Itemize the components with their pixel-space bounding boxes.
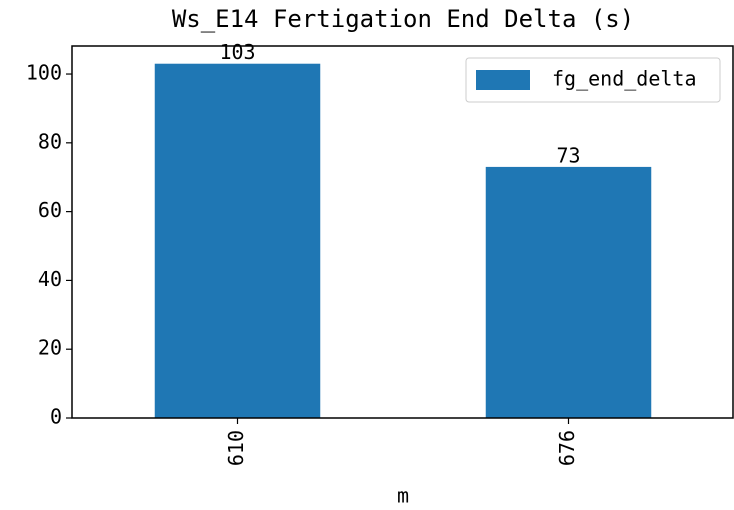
x-axis-label: m: [397, 484, 409, 508]
y-tick-label: 40: [38, 267, 62, 291]
bar: [154, 63, 321, 418]
data-label: 103: [219, 40, 255, 64]
x-tick-label: 610: [224, 430, 248, 466]
legend-label: fg_end_delta: [552, 67, 697, 91]
data-label: 73: [556, 143, 580, 167]
y-tick-label: 80: [38, 129, 62, 153]
y-tick-label: 0: [50, 405, 62, 429]
chart-title: Ws_E14 Fertigation End Delta (s): [172, 5, 634, 33]
x-tick-label: 676: [555, 430, 579, 466]
y-tick-label: 60: [38, 198, 62, 222]
axes-frame: [71, 45, 734, 419]
bar: [485, 166, 652, 418]
y-tick-label: 20: [38, 336, 62, 360]
legend-swatch: [476, 70, 530, 90]
y-tick-label: 100: [26, 61, 62, 85]
legend-box: [465, 57, 721, 103]
